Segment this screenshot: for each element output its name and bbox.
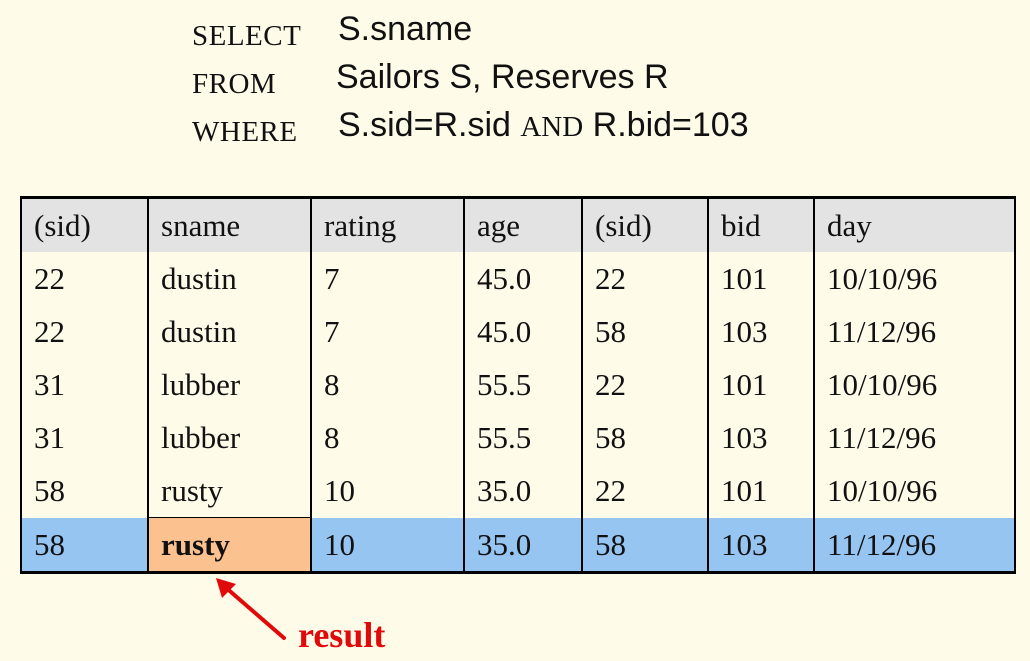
cell-sid: 31 [20, 411, 149, 464]
result-cell-sname: rusty [147, 517, 312, 574]
cell-day: 11/12/96 [813, 411, 1016, 464]
cell-rating: 7 [310, 252, 465, 305]
cell-age: 45.0 [463, 252, 583, 305]
cell-age: 35.0 [463, 464, 583, 518]
cell-age: 55.5 [463, 411, 583, 464]
cell-sid-reserves: 58 [581, 411, 709, 464]
cell-sid-reserves: 22 [581, 252, 709, 305]
cell-bid: 103 [707, 305, 815, 358]
cell-rating: 8 [310, 358, 465, 411]
cell-sid-reserves: 22 [581, 464, 709, 518]
where-condition-2: R.bid=103 [592, 106, 749, 144]
table-row: 22 dustin 7 45.0 58 103 11/12/96 [20, 305, 1016, 358]
cell-rating: 10 [310, 464, 465, 518]
cell-sid: 22 [20, 305, 149, 358]
cell-sid: 58 [20, 517, 149, 574]
cell-sname: lubber [147, 358, 312, 411]
cell-sid: 22 [20, 252, 149, 305]
cell-age: 45.0 [463, 305, 583, 358]
result-row: 58 rusty 10 35.0 58 103 11/12/96 [20, 517, 1016, 574]
cell-bid: 101 [707, 252, 815, 305]
cell-rating: 8 [310, 411, 465, 464]
cell-day: 11/12/96 [813, 517, 1016, 574]
table-row: 31 lubber 8 55.5 58 103 11/12/96 [20, 411, 1016, 464]
table-row: 22 dustin 7 45.0 22 101 10/10/96 [20, 252, 1016, 305]
result-label: result [298, 615, 386, 655]
cell-bid: 103 [707, 411, 815, 464]
cell-day: 11/12/96 [813, 305, 1016, 358]
and-keyword: AND [520, 111, 584, 143]
cell-age: 55.5 [463, 358, 583, 411]
where-keyword: WHERE [192, 116, 298, 148]
table-row: 58 rusty 10 35.0 22 101 10/10/96 [20, 464, 1016, 518]
column-header-day: day [813, 196, 1016, 252]
cell-sid-reserves: 22 [581, 358, 709, 411]
column-header-bid: bid [707, 196, 815, 252]
select-expression: S.sname [338, 10, 473, 48]
table-row: 31 lubber 8 55.5 22 101 10/10/96 [20, 358, 1016, 411]
select-keyword: SELECT [192, 20, 302, 52]
cell-bid: 101 [707, 464, 815, 518]
from-expression: Sailors S, Reserves R [336, 58, 669, 96]
column-header-sid: (sid) [20, 196, 149, 252]
cell-sname: dustin [147, 252, 312, 305]
cell-day: 10/10/96 [813, 252, 1016, 305]
cell-sid-reserves: 58 [581, 517, 709, 574]
where-condition-1: S.sid=R.sid [338, 106, 511, 144]
cell-sname: dustin [147, 305, 312, 358]
cell-sname: rusty [147, 464, 312, 518]
cell-day: 10/10/96 [813, 464, 1016, 518]
cell-sid: 31 [20, 358, 149, 411]
cell-sname: lubber [147, 411, 312, 464]
column-header-age: age [463, 196, 583, 252]
cell-day: 10/10/96 [813, 358, 1016, 411]
cell-sid-reserves: 58 [581, 305, 709, 358]
cell-rating: 7 [310, 305, 465, 358]
result-arrow-icon [216, 578, 286, 640]
cell-age: 35.0 [463, 517, 583, 574]
from-keyword: FROM [192, 68, 277, 100]
cell-sid: 58 [20, 464, 149, 518]
column-header-sid-reserves: (sid) [581, 196, 709, 252]
cell-bid: 103 [707, 517, 815, 574]
column-header-rating: rating [310, 196, 465, 252]
cross-product-table: (sid) sname rating age (sid) bid day 22 … [20, 196, 1016, 574]
cell-bid: 101 [707, 358, 815, 411]
column-header-sname: sname [147, 196, 312, 252]
where-expression: S.sid=R.sid AND R.bid=103 [338, 106, 749, 145]
cell-rating: 10 [310, 517, 465, 574]
table-header-row: (sid) sname rating age (sid) bid day [20, 196, 1016, 252]
